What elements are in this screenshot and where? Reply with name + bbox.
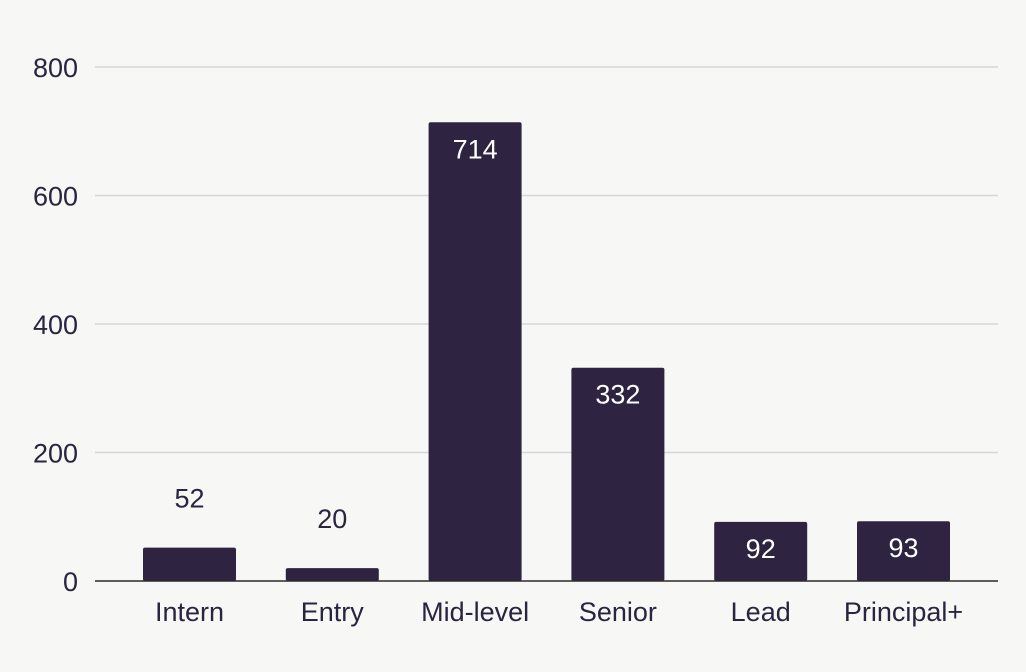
x-tick-label: Mid-level xyxy=(421,597,529,627)
data-labels: 52 20 714 332 92 93 xyxy=(174,134,918,564)
bar xyxy=(428,122,522,581)
data-label: 332 xyxy=(595,380,640,410)
data-label: 20 xyxy=(317,504,347,534)
y-tick-label: 800 xyxy=(33,53,78,83)
bar xyxy=(714,521,808,581)
y-tick-label: 200 xyxy=(33,439,78,469)
y-axis-ticks: 0 200 400 600 800 xyxy=(33,53,78,597)
x-axis-ticks: Intern Entry Mid-level Senior Lead Principal+ xyxy=(155,597,963,627)
x-tick-label: Lead xyxy=(731,597,791,627)
bar xyxy=(571,367,665,581)
x-tick-label: Intern xyxy=(155,597,224,627)
y-tick-label: 400 xyxy=(33,310,78,340)
data-label: 93 xyxy=(888,533,918,563)
gridlines xyxy=(95,66,998,454)
data-label: 714 xyxy=(453,134,498,164)
x-tick-label: Entry xyxy=(301,597,365,627)
x-tick-label: Principal+ xyxy=(844,597,963,627)
x-tick-label: Senior xyxy=(579,597,657,627)
bar xyxy=(143,547,236,581)
y-tick-label: 600 xyxy=(33,182,78,212)
data-label: 92 xyxy=(746,534,776,564)
bar xyxy=(285,568,379,581)
data-label: 52 xyxy=(174,484,204,514)
y-tick-label: 0 xyxy=(63,567,78,597)
bars xyxy=(143,122,950,581)
bar xyxy=(857,521,950,581)
